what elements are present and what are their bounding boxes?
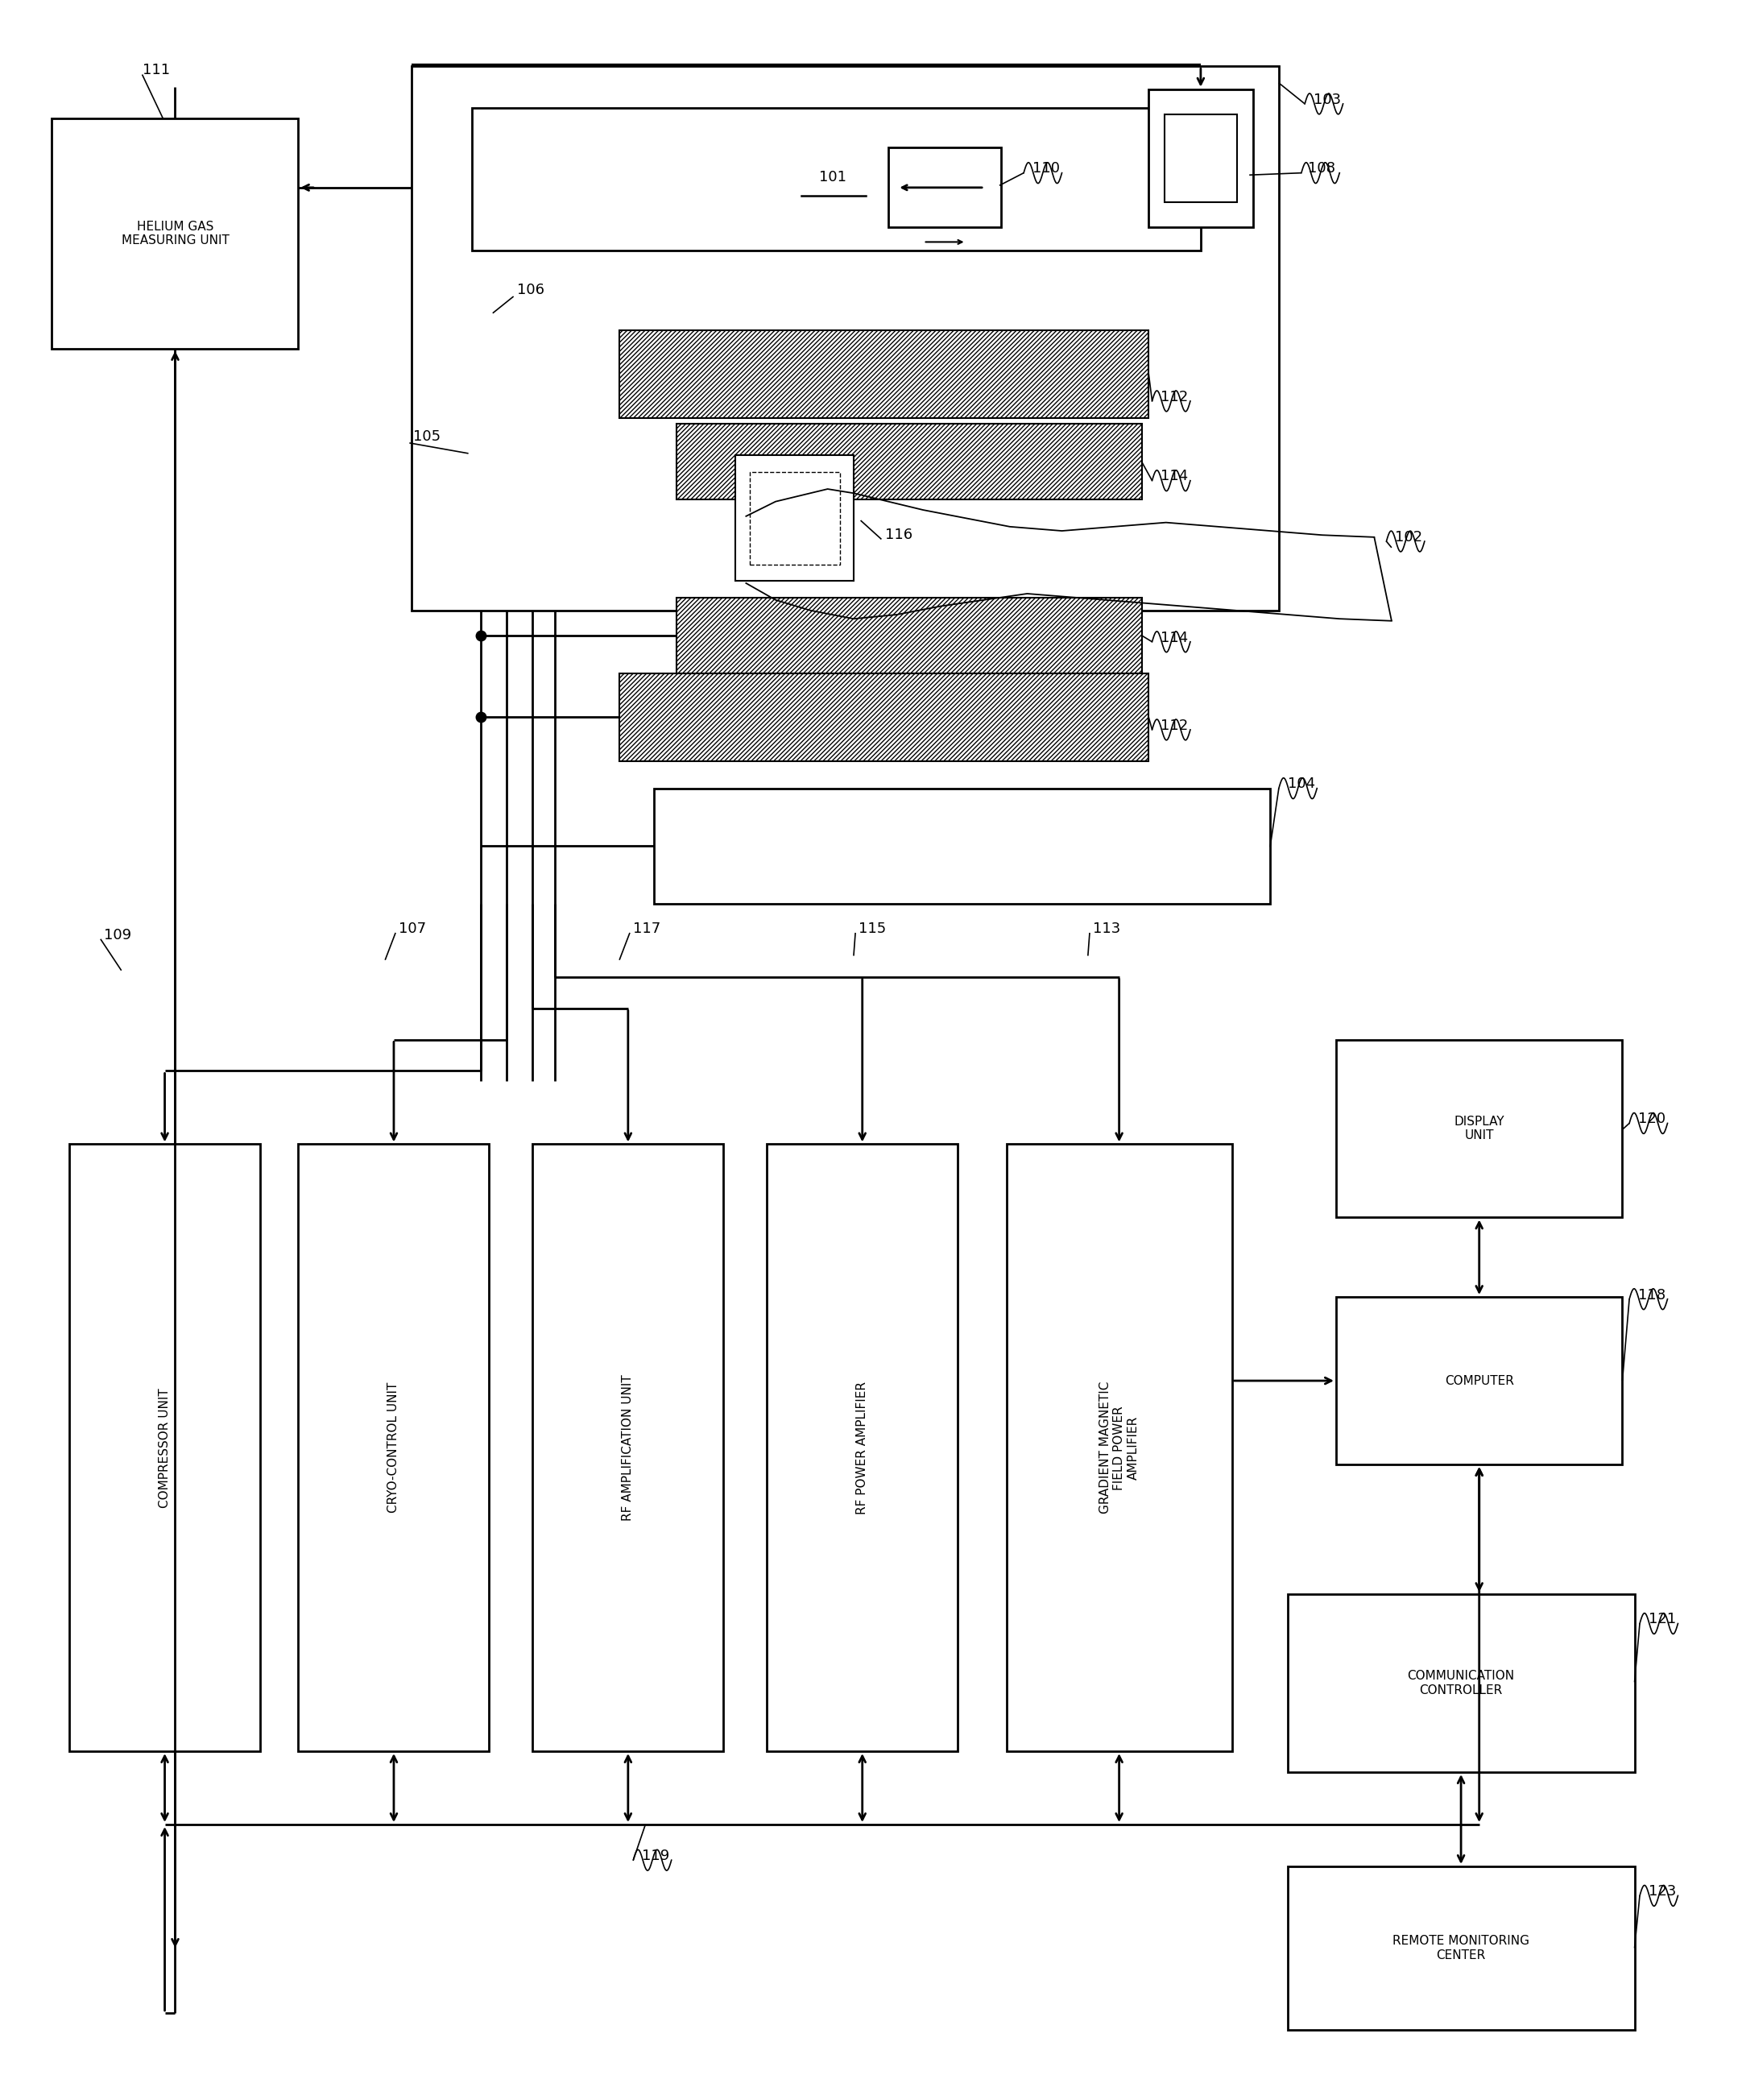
Bar: [766, 1144, 958, 1751]
Text: 101: 101: [819, 170, 847, 185]
Text: 102: 102: [1395, 529, 1423, 544]
Bar: [749, 472, 840, 565]
Bar: [1164, 113, 1237, 202]
Text: 111: 111: [143, 63, 169, 78]
Text: 116: 116: [885, 527, 913, 542]
Text: 108: 108: [1308, 162, 1336, 176]
Text: 110: 110: [1033, 162, 1059, 176]
Text: REMOTE MONITORING
CENTER: REMOTE MONITORING CENTER: [1392, 1934, 1529, 1961]
Bar: [533, 1144, 723, 1751]
Bar: [676, 598, 1141, 674]
Text: 114: 114: [1160, 630, 1188, 645]
Bar: [1287, 1867, 1634, 2031]
Text: HELIUM GAS
MEASURING UNIT: HELIUM GAS MEASURING UNIT: [122, 220, 228, 246]
Bar: [888, 147, 1002, 227]
Text: 117: 117: [634, 922, 660, 937]
Bar: [620, 674, 1148, 760]
Bar: [52, 118, 298, 349]
Text: 112: 112: [1160, 391, 1188, 403]
Bar: [1007, 1144, 1232, 1751]
Text: 118: 118: [1637, 1287, 1665, 1302]
Bar: [1148, 88, 1252, 227]
Text: RF POWER AMPLIFIER: RF POWER AMPLIFIER: [857, 1382, 868, 1514]
Text: 114: 114: [1160, 468, 1188, 483]
Bar: [1336, 1040, 1622, 1218]
Bar: [653, 788, 1270, 903]
Text: DISPLAY
UNIT: DISPLAY UNIT: [1455, 1115, 1505, 1142]
Bar: [472, 107, 1200, 250]
Text: RF AMPLIFICATION UNIT: RF AMPLIFICATION UNIT: [622, 1376, 634, 1520]
Bar: [298, 1144, 490, 1751]
Text: 104: 104: [1287, 777, 1315, 792]
Text: COMMUNICATION
CONTROLLER: COMMUNICATION CONTROLLER: [1408, 1670, 1514, 1697]
Text: 115: 115: [859, 922, 887, 937]
Text: 109: 109: [105, 928, 131, 943]
Text: 113: 113: [1094, 922, 1120, 937]
Bar: [411, 67, 1279, 611]
Bar: [620, 330, 1148, 418]
Text: GRADIENT MAGNETIC
FIELD POWER
AMPLIFIER: GRADIENT MAGNETIC FIELD POWER AMPLIFIER: [1099, 1382, 1139, 1514]
Text: 105: 105: [413, 428, 441, 443]
Text: 106: 106: [517, 284, 545, 298]
Text: 107: 107: [399, 922, 427, 937]
Text: COMPUTER: COMPUTER: [1444, 1376, 1514, 1386]
Text: 119: 119: [643, 1848, 669, 1863]
Text: COMPRESSOR UNIT: COMPRESSOR UNIT: [159, 1388, 171, 1508]
Bar: [1287, 1594, 1634, 1772]
Bar: [1336, 1298, 1622, 1464]
Text: 103: 103: [1313, 92, 1341, 107]
Text: 123: 123: [1648, 1884, 1676, 1898]
Bar: [70, 1144, 260, 1751]
Bar: [676, 424, 1141, 500]
Bar: [735, 456, 854, 582]
Text: 112: 112: [1160, 718, 1188, 733]
Text: CRYO-CONTROL UNIT: CRYO-CONTROL UNIT: [388, 1382, 401, 1514]
Text: 120: 120: [1637, 1111, 1665, 1126]
Text: 121: 121: [1648, 1613, 1676, 1628]
